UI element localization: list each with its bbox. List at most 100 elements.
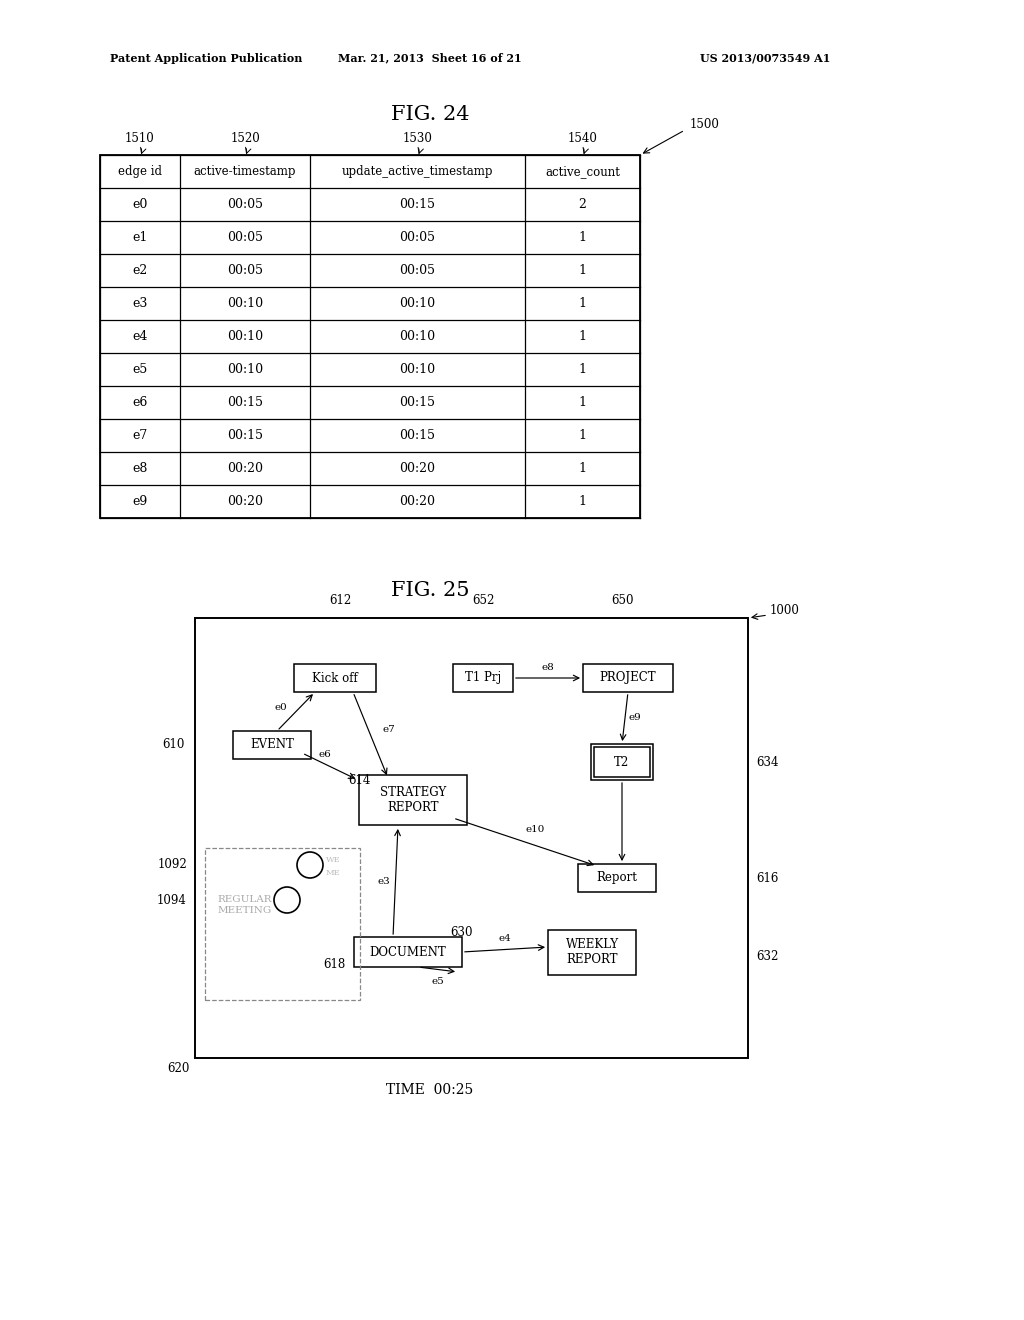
Text: 00:10: 00:10 [399,297,435,310]
Text: update_active_timestamp: update_active_timestamp [342,165,494,178]
Text: 00:10: 00:10 [399,330,435,343]
Text: e2: e2 [132,264,147,277]
Text: Mar. 21, 2013  Sheet 16 of 21: Mar. 21, 2013 Sheet 16 of 21 [338,53,522,63]
Text: e4: e4 [132,330,147,343]
Text: 00:20: 00:20 [399,462,435,475]
Text: 1094: 1094 [157,894,187,907]
Text: 2: 2 [579,198,587,211]
Text: e3: e3 [132,297,147,310]
Text: T2: T2 [614,755,630,768]
Text: e0: e0 [132,198,147,211]
Text: e6: e6 [132,396,147,409]
Text: FIG. 24: FIG. 24 [391,106,469,124]
Text: active_count: active_count [545,165,620,178]
Bar [195,618,748,1059]
Bar [294,664,376,692]
Text: TIME  00:25: TIME 00:25 [386,1082,474,1097]
Text: 00:15: 00:15 [227,429,263,442]
Text: e9: e9 [132,495,147,508]
Text: e4: e4 [499,935,511,942]
Text: e7: e7 [382,726,395,734]
Bar [594,747,650,777]
Text: WEEKLY
REPORT: WEEKLY REPORT [565,939,618,966]
Text: 00:10: 00:10 [227,363,263,376]
Text: US 2013/0073549 A1: US 2013/0073549 A1 [700,53,830,63]
Text: active-timestamp: active-timestamp [194,165,296,178]
Text: 00:05: 00:05 [399,231,435,244]
Text: PROJECT: PROJECT [600,672,656,685]
Text: 00:20: 00:20 [227,495,263,508]
Text: 620: 620 [168,1061,190,1074]
Text: 1540: 1540 [567,132,597,144]
Text: FIG. 25: FIG. 25 [391,581,469,599]
Text: REGULAR
MEETING: REGULAR MEETING [218,895,272,915]
Bar [453,664,513,692]
Text: 1510: 1510 [125,132,155,144]
Text: 1: 1 [579,429,587,442]
Text: ME: ME [326,869,341,876]
Text: 612: 612 [329,594,351,606]
Text: 1: 1 [579,297,587,310]
Text: EVENT: EVENT [250,738,294,751]
Text: edge id: edge id [118,165,162,178]
Text: Report: Report [597,871,637,884]
Bar [548,929,636,974]
Text: 1: 1 [579,231,587,244]
Text: 630: 630 [450,925,472,939]
Text: 650: 650 [611,594,634,606]
Bar [578,865,656,892]
Text: 616: 616 [756,871,778,884]
Bar [100,154,640,517]
Text: 1: 1 [579,330,587,343]
Text: e1: e1 [132,231,147,244]
Text: 632: 632 [756,950,778,964]
Text: 652: 652 [472,594,495,606]
Text: 1000: 1000 [770,603,800,616]
Text: 00:20: 00:20 [227,462,263,475]
Text: 00:15: 00:15 [399,429,435,442]
Text: e0: e0 [274,704,288,711]
Text: 00:15: 00:15 [399,396,435,409]
Text: 00:15: 00:15 [227,396,263,409]
Text: 00:10: 00:10 [227,330,263,343]
Text: 1: 1 [579,495,587,508]
Text: 00:10: 00:10 [399,363,435,376]
Text: 1: 1 [579,363,587,376]
Bar [354,937,462,968]
Text: 00:05: 00:05 [227,231,263,244]
Text: 00:10: 00:10 [227,297,263,310]
Text: WE: WE [326,855,341,865]
Text: 1530: 1530 [402,132,432,144]
Text: 634: 634 [756,755,778,768]
Text: 1: 1 [579,264,587,277]
Text: Patent Application Publication: Patent Application Publication [110,53,302,63]
Text: 1520: 1520 [230,132,260,144]
Text: e8: e8 [542,663,554,672]
Text: e10: e10 [525,825,545,834]
Text: T1 Prj: T1 Prj [465,672,501,685]
Text: 1500: 1500 [690,119,720,132]
Text: e6: e6 [318,750,332,759]
Text: 618: 618 [324,957,346,970]
Text: 00:15: 00:15 [399,198,435,211]
Text: 1: 1 [579,462,587,475]
Text: e9: e9 [629,714,641,722]
Text: 00:05: 00:05 [227,264,263,277]
Text: 00:20: 00:20 [399,495,435,508]
Text: 1092: 1092 [158,858,187,871]
Bar [583,664,673,692]
Text: 1: 1 [579,396,587,409]
Text: e5: e5 [132,363,147,376]
Text: 610: 610 [163,738,185,751]
Text: 614: 614 [348,774,371,787]
Bar [591,744,653,780]
Text: 00:05: 00:05 [227,198,263,211]
Text: DOCUMENT: DOCUMENT [370,945,446,958]
Text: 00:05: 00:05 [399,264,435,277]
Bar [233,731,311,759]
Text: e7: e7 [132,429,147,442]
Bar [205,847,360,1001]
Text: STRATEGY
REPORT: STRATEGY REPORT [380,785,446,814]
Text: Kick off: Kick off [312,672,357,685]
Text: e3: e3 [377,876,390,886]
